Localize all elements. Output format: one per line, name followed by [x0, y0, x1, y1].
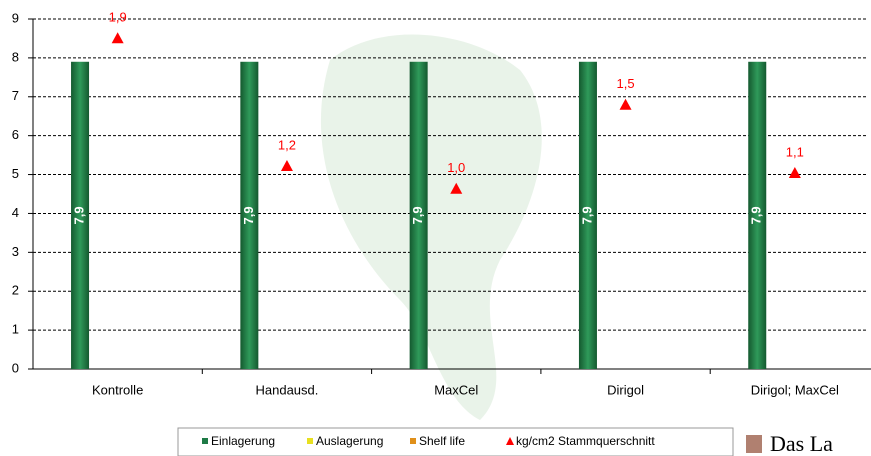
bar-value-label: 7,9 [579, 206, 594, 224]
legend-label: kg/cm2 Stammquerschnitt [516, 434, 655, 448]
y-tick-label: 2 [12, 283, 19, 298]
y-tick-label: 5 [12, 166, 19, 181]
y-tick-label: 7 [12, 88, 19, 103]
bar-value-label: 7,9 [749, 206, 764, 224]
point-value-label: 1,2 [278, 137, 296, 152]
triangle-marker [111, 32, 124, 44]
x-tick-label: MaxCel [434, 382, 478, 397]
bar-value-label: 7,9 [71, 206, 86, 224]
legend-label: Einlagerung [211, 434, 275, 448]
legend-marker [202, 438, 208, 444]
watermark [320, 34, 542, 421]
legend-marker [307, 438, 313, 444]
x-tick-label: Dirigol [607, 382, 644, 397]
y-tick-label: 9 [12, 10, 19, 25]
point-value-label: 1,9 [109, 10, 127, 25]
x-tick-label: Kontrolle [92, 382, 143, 397]
bar-value-label: 7,9 [410, 206, 425, 224]
y-tick-label: 0 [12, 360, 19, 375]
bar [578, 61, 597, 370]
legend-box [177, 427, 734, 456]
bar [240, 61, 259, 370]
legend-marker [410, 438, 416, 444]
triangle-marker [619, 98, 632, 110]
triangle-marker [788, 167, 801, 178]
y-tick-label: 6 [12, 127, 19, 142]
x-tick-label: Dirigol; MaxCel [751, 382, 839, 397]
bar-value-label: 7,9 [241, 206, 256, 224]
bar [71, 61, 90, 370]
bar [409, 61, 428, 370]
y-tick-label: 3 [12, 244, 19, 259]
logo-text: Das La [770, 431, 833, 456]
point-value-label: 1,5 [617, 76, 635, 91]
point-value-label: 1,0 [447, 160, 465, 175]
legend-label: Auslagerung [316, 434, 383, 448]
y-tick-label: 4 [12, 205, 19, 220]
point-value-label: 1,1 [786, 144, 804, 159]
bar [748, 61, 767, 370]
x-tick-label: Handausd. [256, 382, 319, 397]
triangle-marker [450, 182, 463, 194]
triangle-marker [280, 160, 293, 171]
legend-marker [506, 437, 514, 445]
y-tick-label: 8 [12, 49, 19, 64]
logo-icon [746, 435, 762, 453]
legend-label: Shelf life [419, 434, 465, 448]
y-tick-label: 1 [12, 322, 19, 337]
